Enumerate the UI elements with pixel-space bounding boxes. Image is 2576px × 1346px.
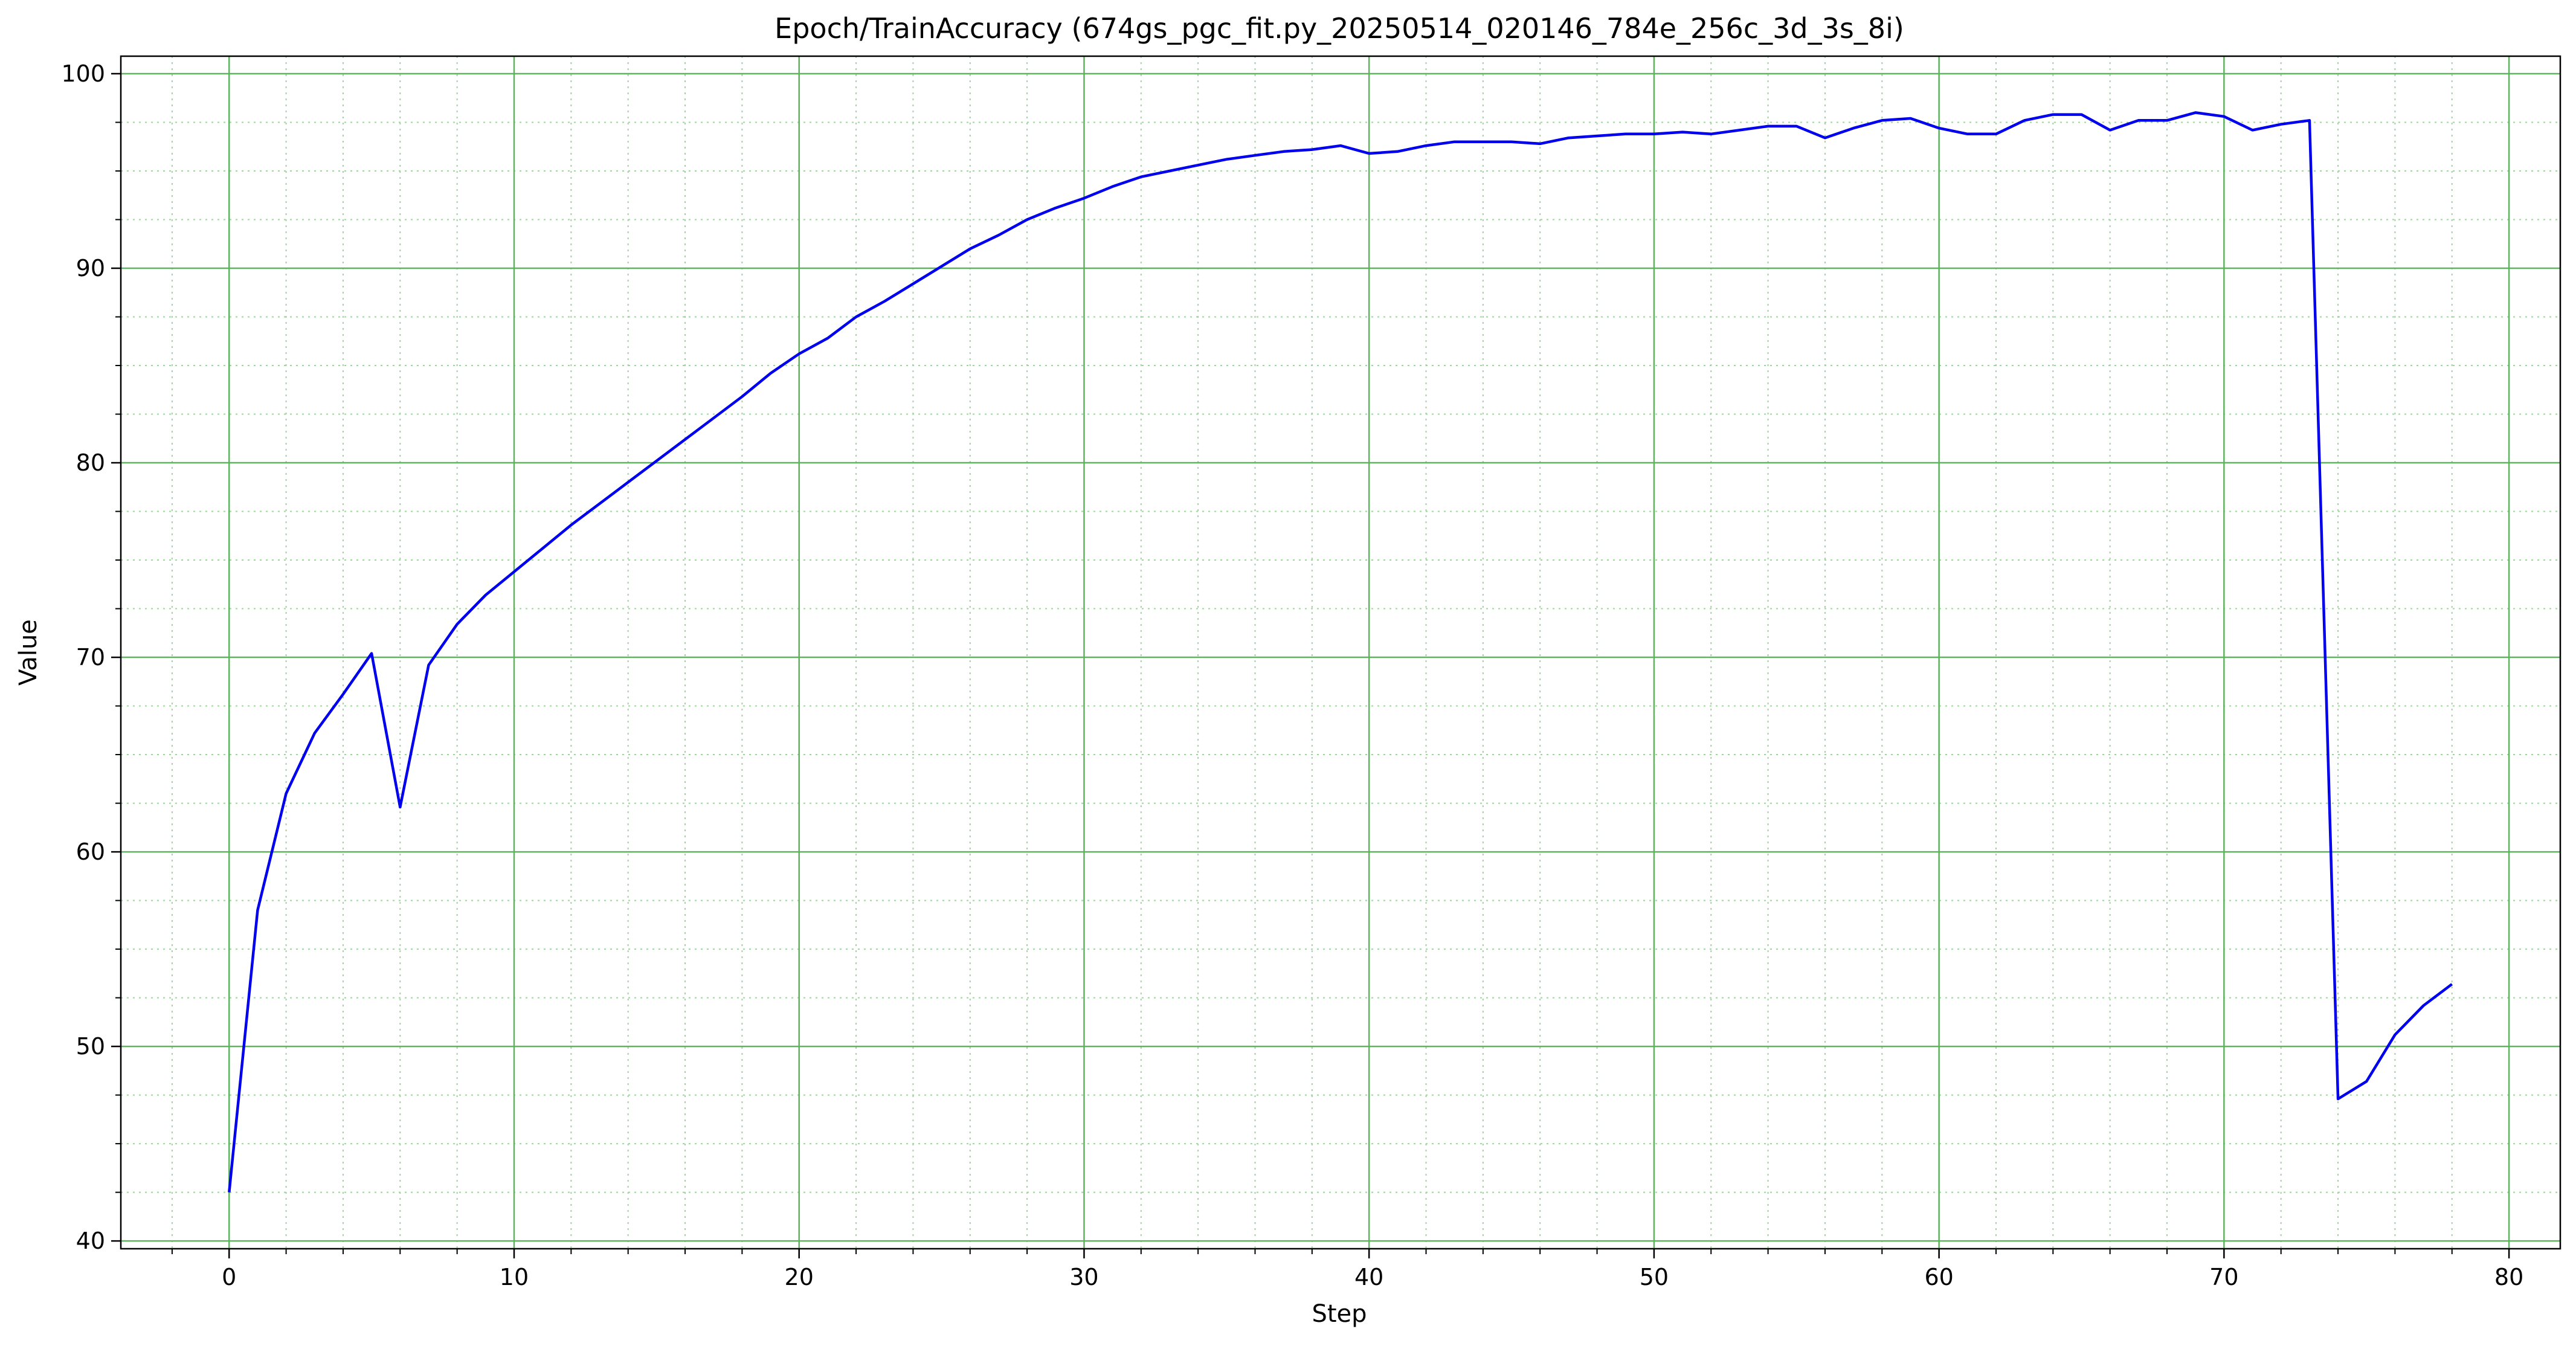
y-tick-label: 50 xyxy=(76,1033,105,1060)
x-tick-label: 50 xyxy=(1640,1264,1669,1290)
x-tick-label: 0 xyxy=(222,1264,236,1290)
y-tick-label: 60 xyxy=(76,839,105,865)
y-axis-label: Value xyxy=(14,619,42,686)
y-tick-label: 80 xyxy=(76,449,105,476)
y-tick-label: 40 xyxy=(76,1228,105,1254)
chart-title: Epoch/TrainAccuracy (674gs_pgc_fit.py_20… xyxy=(774,12,1904,45)
x-tick-label: 40 xyxy=(1354,1264,1383,1290)
x-tick-label: 60 xyxy=(1924,1264,1953,1290)
major-grid xyxy=(121,56,2560,1249)
axis-ticks xyxy=(111,72,2510,1258)
x-tick-label: 70 xyxy=(2209,1264,2238,1290)
x-axis-label: Step xyxy=(1312,1300,1367,1328)
x-tick-label: 30 xyxy=(1069,1264,1098,1290)
minor-grid xyxy=(121,56,2560,1249)
series-line xyxy=(228,111,2453,1193)
plot-area-frame xyxy=(120,55,2562,1250)
x-tick-label: 80 xyxy=(2494,1264,2523,1290)
y-tick-label: 90 xyxy=(76,255,105,282)
x-tick-label: 20 xyxy=(785,1264,814,1290)
y-tick-labels: 40 50 60 70 80 90 100 xyxy=(61,60,105,1254)
y-tick-label: 100 xyxy=(61,60,105,87)
y-tick-label: 70 xyxy=(76,644,105,671)
x-tick-label: 10 xyxy=(500,1264,529,1290)
x-tick-labels: 0 10 20 30 40 50 60 70 80 xyxy=(222,1264,2523,1290)
